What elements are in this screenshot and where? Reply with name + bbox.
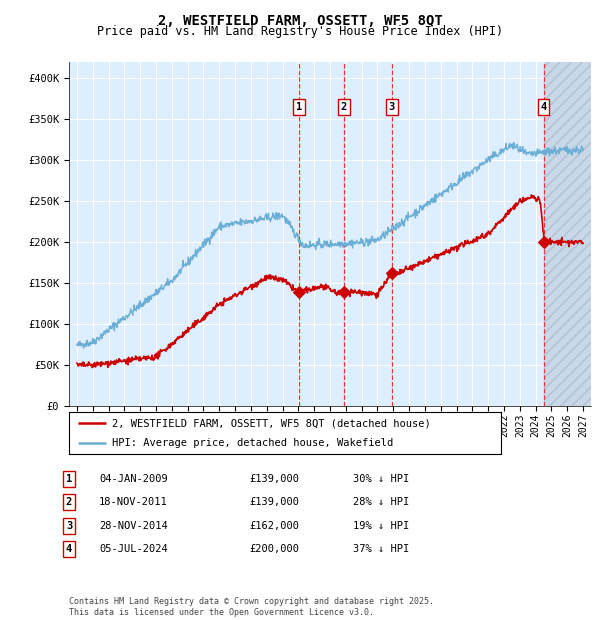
Point	[539, 237, 548, 247]
Text: £139,000: £139,000	[249, 497, 299, 507]
Text: £162,000: £162,000	[249, 521, 299, 531]
Text: 4: 4	[541, 102, 547, 112]
Text: 28-NOV-2014: 28-NOV-2014	[99, 521, 168, 531]
Text: 19% ↓ HPI: 19% ↓ HPI	[353, 521, 409, 531]
Text: 30% ↓ HPI: 30% ↓ HPI	[353, 474, 409, 484]
Text: 2, WESTFIELD FARM, OSSETT, WF5 8QT: 2, WESTFIELD FARM, OSSETT, WF5 8QT	[158, 14, 442, 29]
Text: Contains HM Land Registry data © Crown copyright and database right 2025.
This d: Contains HM Land Registry data © Crown c…	[69, 598, 434, 617]
Text: 1: 1	[66, 474, 72, 484]
Text: 2: 2	[341, 102, 347, 112]
Point	[294, 287, 304, 297]
Text: 28% ↓ HPI: 28% ↓ HPI	[353, 497, 409, 507]
Text: 1: 1	[296, 102, 302, 112]
Text: 2: 2	[66, 497, 72, 507]
Point	[387, 268, 397, 278]
Text: 18-NOV-2011: 18-NOV-2011	[99, 497, 168, 507]
Text: 4: 4	[66, 544, 72, 554]
Text: Price paid vs. HM Land Registry's House Price Index (HPI): Price paid vs. HM Land Registry's House …	[97, 25, 503, 38]
Bar	[544, 62, 591, 406]
Point	[339, 287, 349, 297]
Text: 3: 3	[389, 102, 395, 112]
Text: 04-JAN-2009: 04-JAN-2009	[99, 474, 168, 484]
Text: 2, WESTFIELD FARM, OSSETT, WF5 8QT (detached house): 2, WESTFIELD FARM, OSSETT, WF5 8QT (deta…	[112, 418, 431, 428]
Text: £200,000: £200,000	[249, 544, 299, 554]
Text: 05-JUL-2024: 05-JUL-2024	[99, 544, 168, 554]
Text: 3: 3	[66, 521, 72, 531]
Text: HPI: Average price, detached house, Wakefield: HPI: Average price, detached house, Wake…	[112, 438, 394, 448]
Text: 37% ↓ HPI: 37% ↓ HPI	[353, 544, 409, 554]
Text: £139,000: £139,000	[249, 474, 299, 484]
